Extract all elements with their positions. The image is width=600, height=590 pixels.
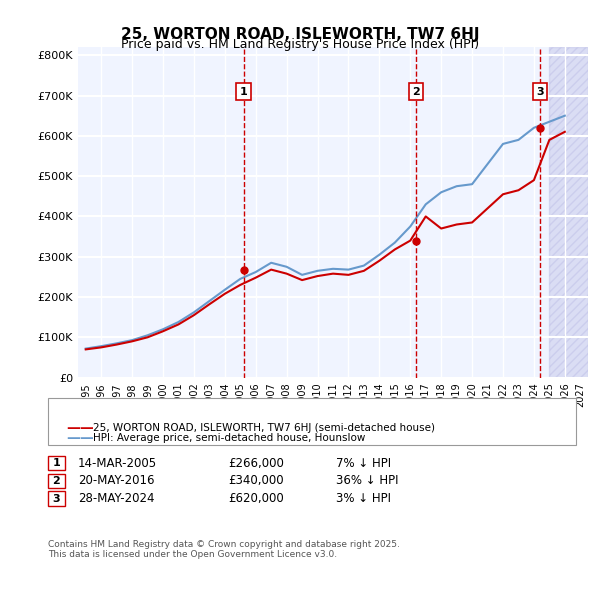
Text: 3% ↓ HPI: 3% ↓ HPI <box>336 492 391 505</box>
Text: 1: 1 <box>53 458 60 468</box>
Text: 7% ↓ HPI: 7% ↓ HPI <box>336 457 391 470</box>
Text: ——: —— <box>66 431 94 445</box>
Text: £620,000: £620,000 <box>228 492 284 505</box>
Text: 25, WORTON ROAD, ISLEWORTH, TW7 6HJ (semi-detached house): 25, WORTON ROAD, ISLEWORTH, TW7 6HJ (sem… <box>93 423 435 432</box>
Text: 25, WORTON ROAD, ISLEWORTH, TW7 6HJ: 25, WORTON ROAD, ISLEWORTH, TW7 6HJ <box>121 27 479 41</box>
Text: 1: 1 <box>239 87 247 97</box>
Text: Contains HM Land Registry data © Crown copyright and database right 2025.
This d: Contains HM Land Registry data © Crown c… <box>48 540 400 559</box>
Text: 28-MAY-2024: 28-MAY-2024 <box>78 492 155 505</box>
Text: 3: 3 <box>53 494 60 503</box>
Text: 2: 2 <box>53 476 60 486</box>
Text: ——: —— <box>66 421 94 435</box>
Text: 14-MAR-2005: 14-MAR-2005 <box>78 457 157 470</box>
Text: HPI: Average price, semi-detached house, Hounslow: HPI: Average price, semi-detached house,… <box>93 433 365 442</box>
Text: Price paid vs. HM Land Registry's House Price Index (HPI): Price paid vs. HM Land Registry's House … <box>121 38 479 51</box>
Text: £266,000: £266,000 <box>228 457 284 470</box>
Text: 36% ↓ HPI: 36% ↓ HPI <box>336 474 398 487</box>
Text: £340,000: £340,000 <box>228 474 284 487</box>
Text: 2: 2 <box>412 87 420 97</box>
Text: 20-MAY-2016: 20-MAY-2016 <box>78 474 155 487</box>
Text: 3: 3 <box>536 87 544 97</box>
Bar <box>550 47 588 378</box>
